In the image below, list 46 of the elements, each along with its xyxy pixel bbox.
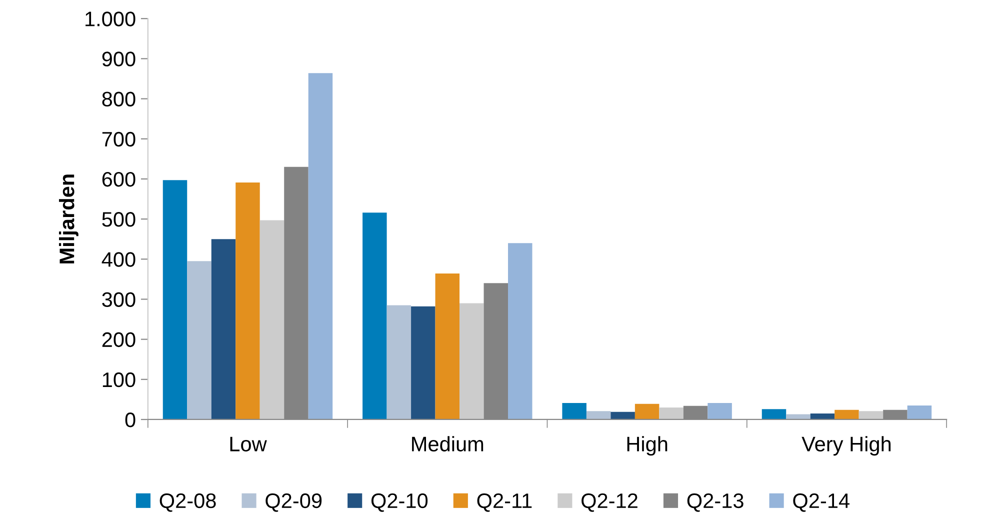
bar <box>834 410 859 420</box>
bar <box>435 274 460 420</box>
x-tick-label: Very High <box>802 436 891 456</box>
bar <box>308 73 333 420</box>
y-tick-label: 1.000 <box>86 12 136 26</box>
bar <box>460 303 484 420</box>
bar <box>508 243 532 420</box>
bar <box>411 306 436 420</box>
y-tick-label: 300 <box>102 292 136 307</box>
y-tick-label: 700 <box>102 132 136 147</box>
legend-label: Q2-10 <box>371 493 428 512</box>
legend-label: Q2-14 <box>793 493 850 512</box>
x-tick-label: High <box>627 436 668 456</box>
y-axis-title: Miljarden <box>58 174 78 264</box>
bar <box>708 403 732 420</box>
y-tick-label: 900 <box>102 52 136 66</box>
bar <box>586 411 611 420</box>
legend-label: Q2-08 <box>160 493 216 512</box>
y-tick-label: 0 <box>125 412 136 428</box>
bar <box>187 261 212 420</box>
bar <box>634 404 660 420</box>
bar <box>211 239 236 420</box>
bar <box>858 411 884 420</box>
bar <box>260 220 284 420</box>
legend-label: Q2-09 <box>266 493 322 512</box>
bar <box>562 403 586 420</box>
bar <box>362 212 387 420</box>
bar <box>762 409 786 420</box>
bar <box>907 405 932 420</box>
bar <box>386 305 412 420</box>
y-tick-label: 400 <box>102 252 136 267</box>
bar <box>610 412 635 420</box>
x-tick-label: Low <box>230 436 267 452</box>
y-tick-label: 500 <box>102 212 136 227</box>
legend-label: Q2-11 <box>477 493 532 512</box>
x-tick-label: Medium <box>412 436 484 452</box>
bar <box>236 182 260 420</box>
y-tick-label: 100 <box>102 372 136 388</box>
bar <box>810 413 835 420</box>
y-tick-label: 800 <box>102 92 136 107</box>
bar <box>162 180 188 420</box>
y-tick-label: 200 <box>102 332 136 348</box>
legend-label: Q2-13 <box>687 493 744 512</box>
y-tick-label: 600 <box>102 172 136 187</box>
legend-label: Q2-12 <box>582 493 638 512</box>
bar <box>659 407 684 420</box>
